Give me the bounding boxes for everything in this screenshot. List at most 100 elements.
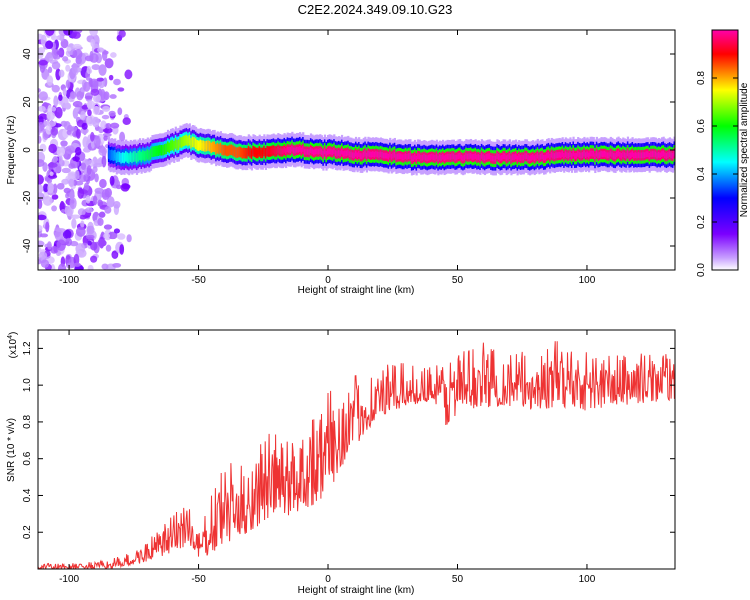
spectrogram-noise-blob	[102, 105, 111, 112]
spectrogram-noise-blob	[103, 232, 111, 239]
spectrogram-ridge-cell	[386, 152, 389, 159]
spectrogram-ridge-cell	[601, 151, 605, 158]
spectrogram-ridge-cell	[552, 152, 555, 159]
spectrogram-noise-blob	[100, 120, 107, 130]
spectrogram-noise-blob	[92, 195, 98, 206]
spectrogram-noise-blob	[38, 59, 48, 66]
spectrogram-noise-blob	[72, 100, 83, 108]
spectrogram-ridge-cell	[592, 150, 595, 157]
spectrogram-ridge-cell	[182, 138, 185, 145]
spectrogram-noise-blob	[45, 221, 50, 233]
spectrogram-ridge-cell	[446, 153, 449, 160]
spectrogram-ridge-cell	[463, 154, 466, 161]
spectrogram-ridge-cell	[351, 152, 355, 159]
spectrogram-x-tick-label: -50	[191, 275, 206, 286]
spectrogram-ridge-cell	[614, 153, 617, 160]
spectrogram-ridge-cell	[460, 154, 463, 161]
spectrogram-ridge-cell	[639, 152, 642, 159]
spectrogram-ridge-cell	[524, 153, 527, 159]
spectrogram-ridge-cell	[417, 153, 420, 160]
spectrogram-ridge-cell	[561, 151, 564, 157]
figure-title: C2E2.2024.349.09.10.G23	[298, 2, 453, 17]
spectrogram-ridge-cell	[292, 147, 295, 154]
colorbar-tick-label: 0.2	[696, 215, 707, 229]
spectrogram-noise-blob	[71, 31, 81, 39]
spectrogram-ridge-cell	[584, 152, 588, 159]
spectrogram-noise-blob	[92, 105, 101, 115]
spectrogram-noise-blob	[54, 229, 64, 242]
spectrogram-ridge-cell	[219, 145, 222, 151]
spectrogram-noise-blob	[68, 163, 76, 169]
spectrogram-ridge-cell	[190, 140, 193, 147]
spectrogram-ridge-cell	[267, 148, 271, 155]
spectrogram-y-tick-label: -20	[22, 190, 33, 205]
spectrogram-noise-blob	[40, 34, 47, 47]
spectrogram-ridge-cell	[193, 139, 196, 146]
spectrogram-ridge-cell	[295, 146, 299, 153]
spectrogram-noise-blob	[101, 189, 110, 201]
spectrogram-ridge-cell	[642, 152, 645, 158]
spectrogram-ridge-cell	[126, 154, 129, 161]
spectrogram-ridge-cell	[123, 155, 126, 161]
spectrogram-noise-blob	[99, 178, 107, 189]
spectrogram-ridge-cell	[278, 147, 282, 154]
spectrogram-noise-blob	[93, 136, 101, 148]
spectrogram-ridge-cell	[196, 142, 199, 149]
spectrogram-noise-blob	[89, 30, 98, 37]
spectrogram-ridge-cell	[243, 150, 246, 156]
spectrogram-ridge-cell	[306, 148, 309, 155]
spectrogram-ridge-cell	[656, 152, 659, 159]
spectrogram-noise-blob	[102, 127, 113, 134]
spectrogram-ridge-cell	[637, 152, 640, 158]
spectrogram-noise-blob	[65, 237, 73, 247]
spectrogram-ridge-cell	[317, 148, 320, 155]
spectrogram-noise-blob	[105, 244, 112, 252]
spectrogram-ridge-cell	[500, 155, 504, 161]
spectrogram-ridge-cell	[166, 143, 170, 150]
spectrogram-ridge-cell	[603, 150, 606, 157]
spectrogram-noise-blob	[63, 30, 73, 36]
spectrogram-noise-blob	[58, 154, 63, 165]
spectrogram-noise-blob	[81, 122, 88, 130]
spectrogram-ridge-cell	[302, 146, 305, 152]
spectrogram-ridge-cell	[617, 150, 620, 157]
spectrogram-ridge-cell	[198, 142, 201, 149]
spectrogram-noise-blob	[38, 91, 49, 101]
spectrogram-noise-blob	[98, 64, 107, 76]
spectrogram-ridge-cell	[595, 150, 598, 157]
spectrogram-noise-blob	[69, 91, 77, 100]
spectrogram-ridge-cell	[581, 152, 584, 158]
spectrogram-ridge-cell	[619, 151, 622, 158]
spectrogram-ridge-cell	[316, 148, 319, 155]
spectrogram-ridge-cell	[404, 153, 407, 159]
spectrogram-noise-blob	[47, 182, 54, 194]
snr-line-series	[38, 341, 675, 569]
spectrogram-ridge-cell	[622, 151, 625, 158]
spectrogram-ridge-cell	[257, 150, 260, 156]
snr-y-ticks: 0.2 0.4 0.6 0.8 1.0 1.2	[22, 341, 675, 539]
spectrogram-noise-blob	[38, 125, 41, 136]
spectrogram-noise-blob	[126, 234, 132, 243]
spectrogram-ridge-cell	[331, 149, 334, 156]
spectrogram-ridge-cell	[156, 148, 159, 154]
spectrogram-ridge-cell	[286, 146, 289, 153]
spectrogram-ridge-cell	[222, 147, 226, 154]
spectrogram-noise-blob	[75, 226, 86, 237]
snr-y-tick-label: 0.4	[22, 488, 33, 502]
spectrogram-ridge-cell	[232, 147, 235, 154]
spectrogram-ridge-cell	[128, 155, 131, 162]
spectrogram-ridge-cell	[465, 153, 468, 159]
spectrogram-ridge-cell	[538, 154, 541, 161]
spectrogram-ridge-cell	[205, 143, 208, 149]
spectrogram-noise-blob	[38, 199, 43, 210]
spectrogram-noise-blob	[38, 240, 45, 247]
spectrogram-ridge-cell	[202, 142, 205, 149]
spectrogram-ridge-cell	[480, 153, 483, 159]
spectrogram-ridge-cell	[146, 151, 149, 158]
spectrogram-noise-blob	[62, 88, 67, 97]
spectrogram-ridge-cell	[224, 147, 227, 154]
spectrogram-ridge-cell	[521, 154, 524, 161]
spectrogram-ridge-cell	[353, 152, 356, 159]
spectrogram-ridge-cell	[550, 151, 553, 158]
spectrogram-noise-blob	[38, 174, 44, 185]
